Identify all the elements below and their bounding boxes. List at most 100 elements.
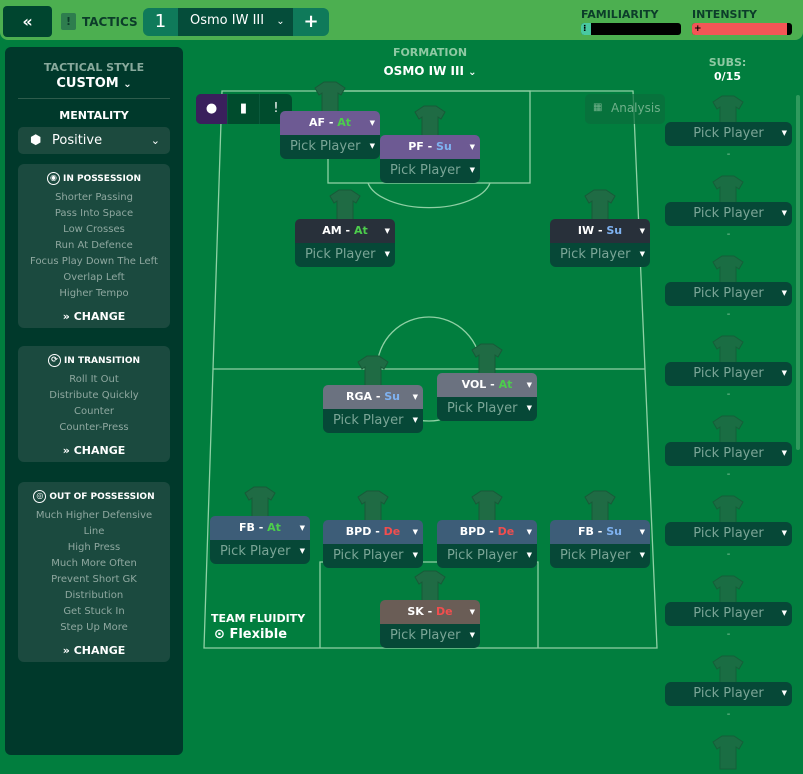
tactical-style-select[interactable]: CUSTOM ⌄	[5, 76, 183, 91]
dropdown-arrow-icon: ▼	[526, 528, 532, 536]
familiarity-icon: ⁝	[583, 24, 587, 34]
sub-pick-player-select[interactable]: Pick Player ▼	[665, 442, 792, 466]
pick-player-label: Pick Player	[693, 126, 764, 141]
sub-pick-player-select[interactable]: Pick Player ▼	[665, 362, 792, 386]
section-header: ◉ IN POSSESSION	[18, 172, 170, 186]
bottom-penalty-box	[319, 561, 539, 648]
dropdown-arrow-icon: ▼	[639, 250, 645, 258]
pick-player-label: Pick Player	[305, 247, 376, 262]
familiarity-bar[interactable]: ⁝	[581, 23, 681, 35]
pick-player-label: Pick Player	[447, 548, 518, 563]
role-select[interactable]: PF - Su ▼	[380, 135, 480, 159]
pick-player-label: Pick Player	[390, 628, 461, 643]
role-name: BPD	[345, 525, 372, 538]
instruction-item: Low Crosses	[63, 224, 125, 235]
dropdown-arrow-icon: ▼	[781, 449, 787, 457]
position-card-am: AM - At ▼ Pick Player ▼	[295, 219, 395, 267]
role-name: FB	[578, 525, 594, 538]
back-button[interactable]: «	[3, 6, 52, 37]
role-name: RGA	[345, 390, 372, 403]
subs-scrollbar[interactable]	[796, 95, 800, 450]
pick-player-select[interactable]: Pick Player ▼	[280, 135, 380, 159]
player-view-button[interactable]: ●	[196, 94, 228, 124]
analysis-label: Analysis	[611, 101, 661, 115]
stats-view-button[interactable]: ▮	[228, 94, 260, 124]
sub-info: -	[726, 549, 731, 560]
instruction-item: Shorter Passing	[55, 192, 133, 203]
pick-player-select[interactable]: Pick Player ▼	[550, 544, 650, 568]
analysis-button[interactable]: ▦ Analysis	[585, 94, 665, 124]
pick-player-label: Pick Player	[560, 247, 631, 262]
instruction-item: Line	[83, 526, 105, 537]
role-select[interactable]: IW - Su ▼	[550, 219, 650, 243]
top-bar: « ! TACTICS 1 Osmo IW III ⌄ + FAMILIARIT…	[0, 0, 803, 40]
grid-icon: ▦	[593, 102, 603, 113]
role-select[interactable]: FB - At ▼	[210, 516, 310, 540]
tactics-view-button[interactable]: !	[260, 94, 292, 124]
sub-pick-player-select[interactable]: Pick Player ▼	[665, 682, 792, 706]
sub-pick-player-select[interactable]: Pick Player ▼	[665, 282, 792, 306]
shirt-icon	[712, 734, 744, 770]
duty: De	[436, 605, 453, 618]
pick-player-select[interactable]: Pick Player ▼	[437, 397, 537, 421]
pick-player-select[interactable]: Pick Player ▼	[323, 409, 423, 433]
dropdown-arrow-icon: ▼	[469, 631, 475, 639]
instruction-item: Pass Into Space	[54, 208, 134, 219]
tactic-selector[interactable]: Osmo IW III ⌄	[178, 8, 293, 36]
instruction-item: Overlap Left	[63, 272, 125, 283]
role-name: IW	[577, 224, 595, 237]
pick-player-select[interactable]: Pick Player ▼	[323, 544, 423, 568]
dropdown-arrow-icon: ▼	[781, 209, 787, 217]
bar-chart-icon: ▮	[239, 101, 248, 116]
pick-player-select[interactable]: Pick Player ▼	[550, 243, 650, 267]
role-select[interactable]: SK - De ▼	[380, 600, 480, 624]
tactic-slot-number[interactable]: 1	[154, 11, 167, 32]
tactics-icon: !	[61, 13, 76, 30]
duty: Su	[384, 390, 400, 403]
sub-pick-player-select[interactable]: Pick Player ▼	[665, 602, 792, 626]
instruction-item: Much Higher Defensive	[35, 510, 153, 521]
pick-player-label: Pick Player	[390, 163, 461, 178]
instruction-item: Distribute Quickly	[49, 390, 139, 401]
pick-player-select[interactable]: Pick Player ▼	[380, 624, 480, 648]
sub-pick-player-select[interactable]: Pick Player ▼	[665, 202, 792, 226]
target-icon: ⊙	[214, 627, 225, 642]
change-button[interactable]: » CHANGE	[18, 310, 170, 328]
role-select[interactable]: AF - At ▼	[280, 111, 380, 135]
sub-info: -	[726, 309, 731, 320]
dropdown-arrow-icon: ▼	[412, 393, 418, 401]
duty: Su	[606, 525, 622, 538]
role-select[interactable]: RGA - Su ▼	[323, 385, 423, 409]
pick-player-label: Pick Player	[333, 548, 404, 563]
role-select[interactable]: FB - Su ▼	[550, 520, 650, 544]
section-in-possession: ◉ IN POSSESSION Shorter Passing Pass Into …	[18, 164, 170, 328]
mentality-select[interactable]: ⬢ Positive ⌄	[18, 127, 170, 154]
role-select[interactable]: AM - At ▼	[295, 219, 395, 243]
ball-icon: ◉	[46, 172, 60, 185]
instruction-item: Roll It Out	[69, 374, 119, 385]
formation-value: OSMO IW III	[383, 64, 464, 78]
sub-pick-player-select[interactable]: Pick Player ▼	[665, 122, 792, 146]
dropdown-arrow-icon: ▼	[412, 551, 418, 559]
role-select[interactable]: BPD - De ▼	[437, 520, 537, 544]
top-arc	[367, 182, 491, 209]
change-button[interactable]: » CHANGE	[18, 444, 170, 462]
pick-player-select[interactable]: Pick Player ▼	[437, 544, 537, 568]
formation-select[interactable]: OSMO IW III ⌄	[330, 64, 530, 78]
pick-player-select[interactable]: Pick Player ▼	[210, 540, 310, 564]
dropdown-arrow-icon: ▼	[781, 689, 787, 697]
intensity-bar[interactable]: +	[692, 23, 792, 35]
role-select[interactable]: BPD - De ▼	[323, 520, 423, 544]
change-button[interactable]: » CHANGE	[18, 644, 170, 662]
transition-icon: ⟳	[47, 354, 61, 367]
sub-pick-player-select[interactable]: Pick Player ▼	[665, 522, 792, 546]
pick-player-select[interactable]: Pick Player ▼	[295, 243, 395, 267]
position-card-vol: VOL - At ▼ Pick Player ▼	[437, 373, 537, 421]
role-select[interactable]: VOL - At ▼	[437, 373, 537, 397]
intensity-label: INTENSITY	[692, 8, 758, 21]
intensity-fill	[692, 23, 787, 35]
pick-player-select[interactable]: Pick Player ▼	[380, 159, 480, 183]
section-title: IN TRANSITION	[63, 356, 141, 366]
add-tactic-button[interactable]: +	[303, 11, 319, 32]
fluidity-label: Flexible	[229, 627, 288, 642]
